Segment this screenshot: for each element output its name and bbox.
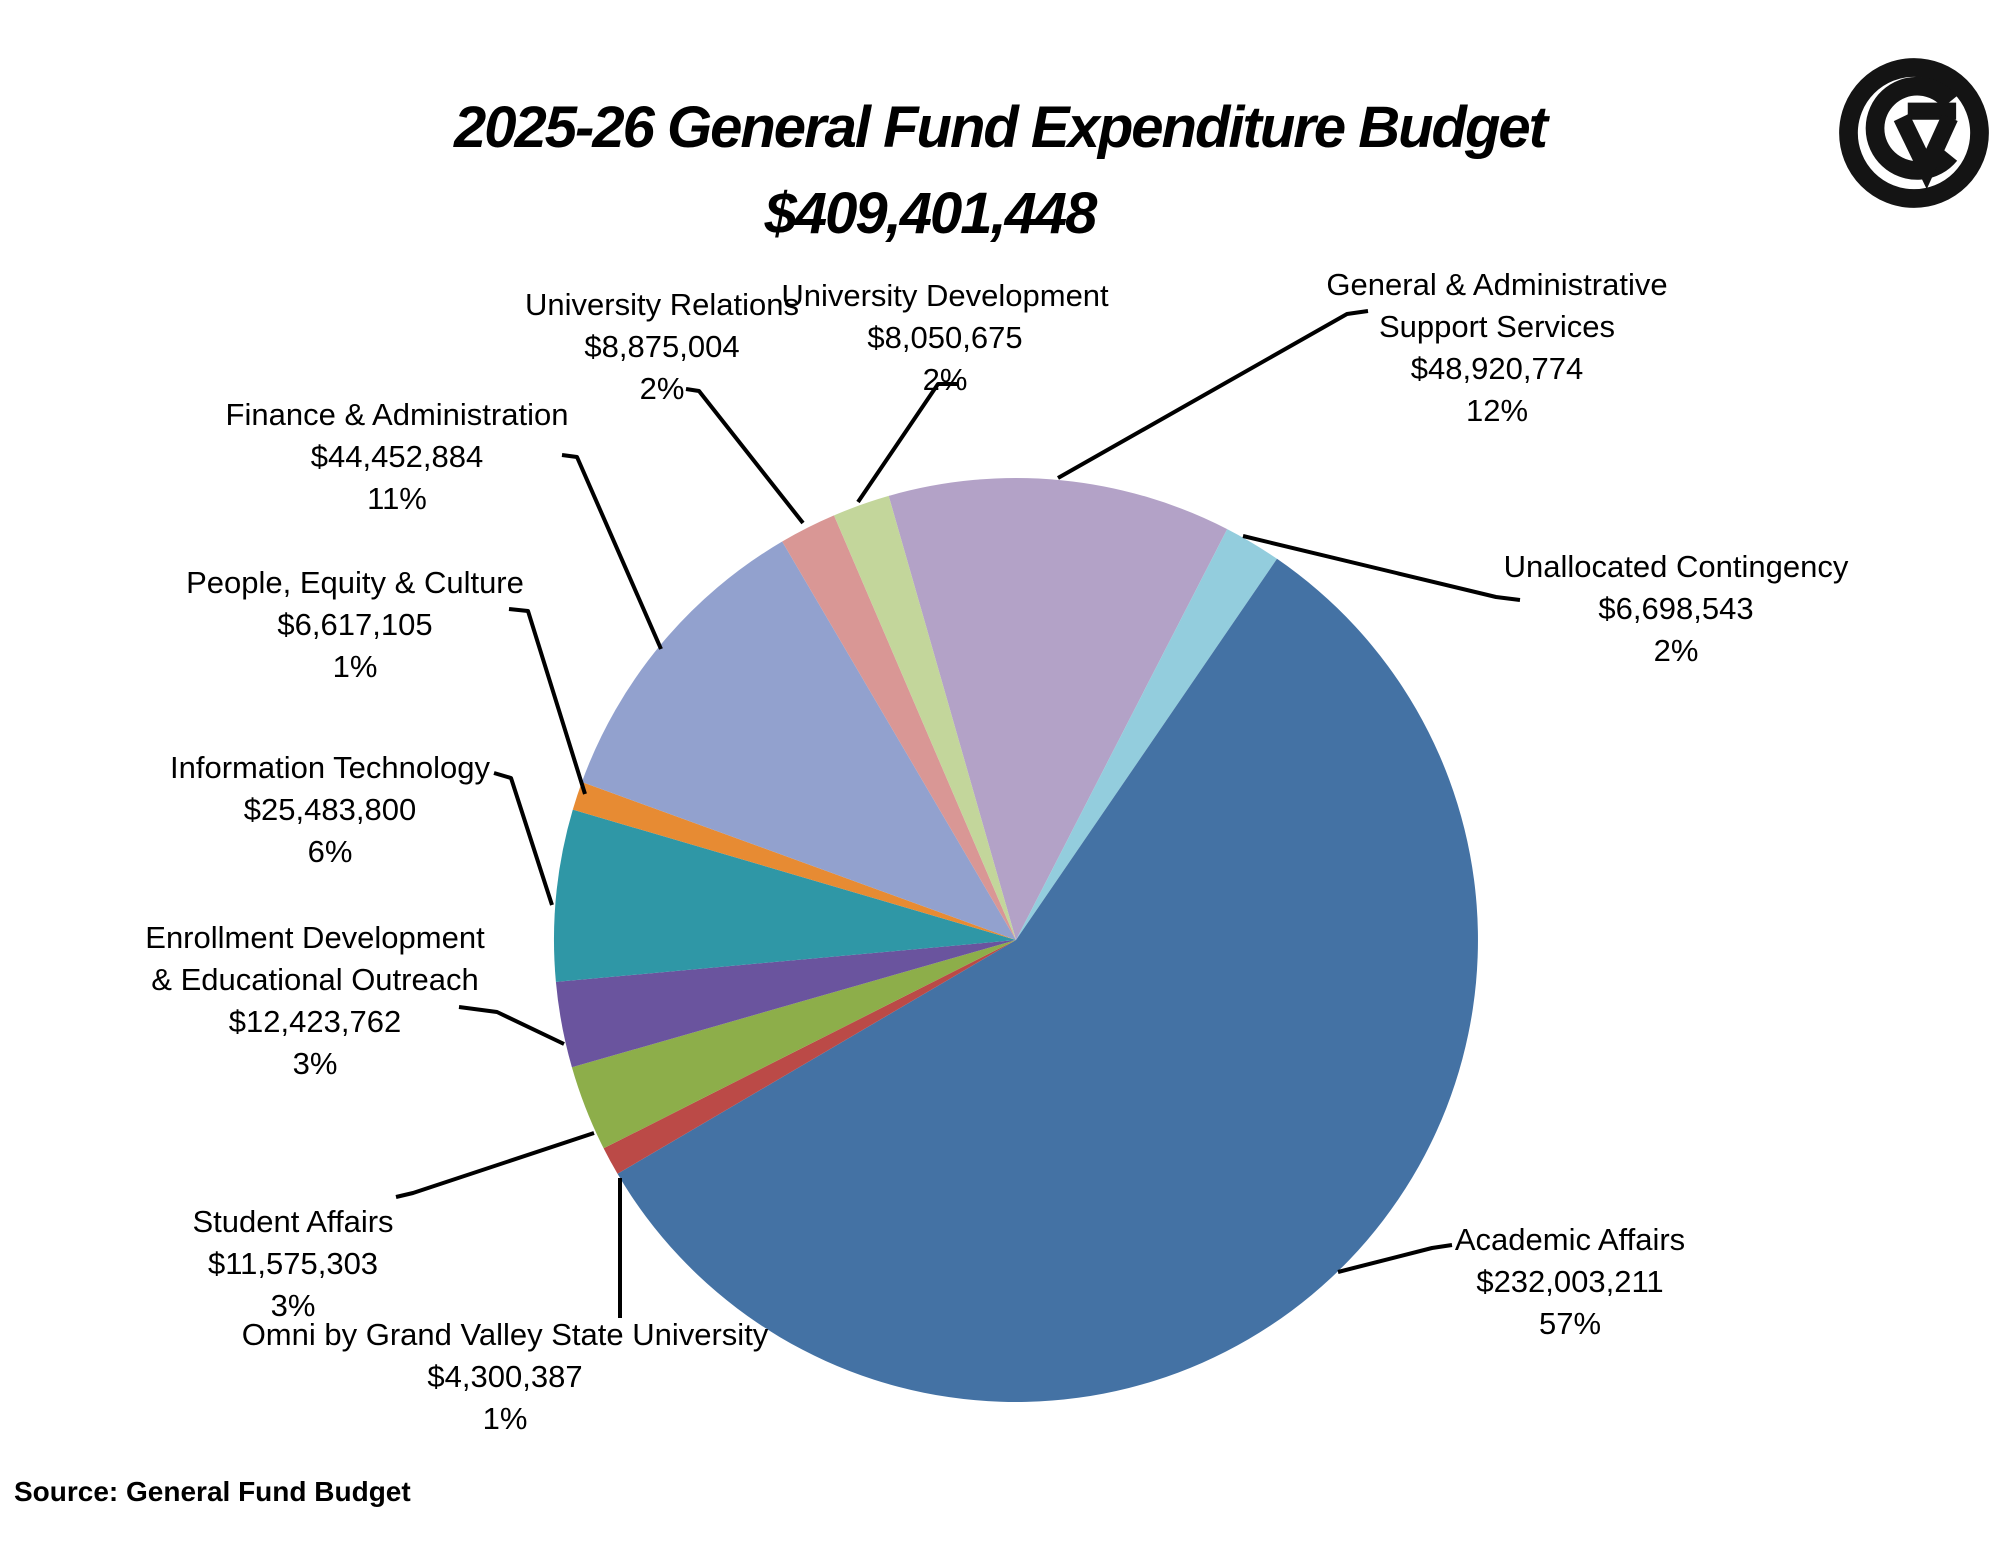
- leader-line-enrollment: [458, 1005, 565, 1046]
- pie-slice-it: [554, 809, 1016, 982]
- slice-label-name: Student Affairs: [192, 1204, 394, 1239]
- slice-label-pct: 11%: [367, 481, 427, 516]
- slice-label-unallocated: Unallocated Contingency $6,698,543 2%: [1366, 546, 1986, 672]
- slice-label-enrollment: Enrollment Development & Educational Outr…: [5, 917, 625, 1085]
- slice-label-people: People, Equity & Culture $6,617,105 1%: [45, 562, 665, 688]
- leader-line-gen_admin: [1057, 309, 1369, 480]
- leader-line-univ_rel: [685, 387, 805, 525]
- slice-label-value: $44,452,884: [310, 439, 484, 474]
- slice-label-value: $6,698,543: [1598, 591, 1754, 626]
- pie-slice-univ_rel: [782, 515, 1016, 940]
- pie-slice-finance: [581, 541, 1016, 940]
- slice-label-pct: 12%: [1465, 393, 1529, 428]
- source-note: Source: General Fund Budget: [14, 1476, 411, 1507]
- slice-label-name: Omni by Grand Valley State University: [241, 1317, 769, 1352]
- slice-label-it: Information Technology $25,483,800 6%: [20, 747, 640, 873]
- slice-label-value: $11,575,303: [207, 1246, 379, 1281]
- slice-label-finance: Finance & Administration $44,452,884 11%: [87, 394, 707, 520]
- pie-slice-unallocated: [1016, 529, 1277, 940]
- slice-label-pct: 2%: [639, 371, 685, 406]
- pie-slice-univ_dev: [834, 495, 1016, 940]
- slice-label-name: & Educational Outreach: [151, 962, 479, 997]
- leader-lines: [395, 309, 1521, 1318]
- slice-label-pct: 6%: [307, 834, 353, 869]
- leader-line-it: [493, 771, 554, 906]
- slice-label-univ_rel: University Relations $8,875,004 2%: [352, 284, 972, 410]
- slice-label-pct: 1%: [482, 1401, 528, 1436]
- leader-line-univ_dev: [856, 382, 958, 504]
- slice-label-name: Support Services: [1378, 309, 1616, 344]
- slice-label-value: $232,003,211: [1476, 1264, 1664, 1299]
- pie-slices: [554, 478, 1478, 1402]
- slice-label-name: University Development: [781, 278, 1109, 313]
- leader-line-people: [508, 607, 587, 795]
- pie-slice-student: [571, 940, 1016, 1149]
- slice-label-pct: 3%: [270, 1288, 316, 1323]
- pie-slice-academic: [617, 558, 1478, 1402]
- slice-label-value: $12,423,762: [228, 1004, 402, 1039]
- leader-line-academic: [1337, 1243, 1453, 1274]
- page-title-line1: 2025-26 General Fund Expenditure Budget: [454, 95, 1548, 160]
- slice-label-univ_dev: University Development $8,050,675 2%: [635, 275, 1255, 401]
- leader-line-student: [395, 1131, 595, 1199]
- slice-label-pct: 57%: [1538, 1306, 1602, 1341]
- slice-label-value: $4,300,387: [427, 1359, 583, 1394]
- pie-slice-gen_admin: [888, 478, 1228, 940]
- slice-label-value: $25,483,800: [243, 792, 417, 827]
- slice-label-omni: Omni by Grand Valley State University $4,…: [195, 1314, 815, 1440]
- page-title: 2025-26 General Fund Expenditure Budget …: [0, 96, 2000, 246]
- gvsu-logo-icon: [1839, 58, 1989, 208]
- pie-slice-people: [572, 782, 1016, 940]
- slice-label-name: Information Technology: [170, 750, 490, 785]
- slice-label-value: $48,920,774: [1410, 351, 1584, 386]
- slice-label-value: $6,617,105: [277, 607, 433, 642]
- slice-label-value: $8,875,004: [584, 329, 740, 364]
- leader-line-finance: [561, 453, 663, 650]
- slice-label-name: Unallocated Contingency: [1503, 549, 1849, 584]
- slice-label-name: People, Equity & Culture: [186, 565, 524, 600]
- slice-label-name: University Relations: [525, 287, 799, 322]
- slice-label-pct: 2%: [1653, 633, 1699, 668]
- slice-label-academic: Academic Affairs $232,003,211 57%: [1260, 1219, 1880, 1345]
- slice-label-pct: 2%: [922, 362, 968, 397]
- leader-line-unallocated: [1242, 534, 1521, 602]
- slice-label-pct: 3%: [292, 1046, 338, 1081]
- pie-slice-enrollment: [555, 940, 1016, 1068]
- slice-label-name: Enrollment Development: [145, 920, 485, 955]
- page-title-total: $409,401,448: [764, 181, 1098, 246]
- slice-label-name: Finance & Administration: [225, 397, 569, 432]
- slice-label-value: $8,050,675: [867, 320, 1023, 355]
- slice-label-pct: 1%: [332, 649, 378, 684]
- slice-label-student: Student Affairs $11,575,303 3%: [0, 1201, 603, 1327]
- pie-slice-omni: [603, 940, 1016, 1174]
- slice-label-name: General & Administrative: [1326, 267, 1668, 302]
- slice-label-gen_admin: General & Administrative Support Services…: [1187, 264, 1807, 432]
- slice-label-name: Academic Affairs: [1454, 1222, 1686, 1257]
